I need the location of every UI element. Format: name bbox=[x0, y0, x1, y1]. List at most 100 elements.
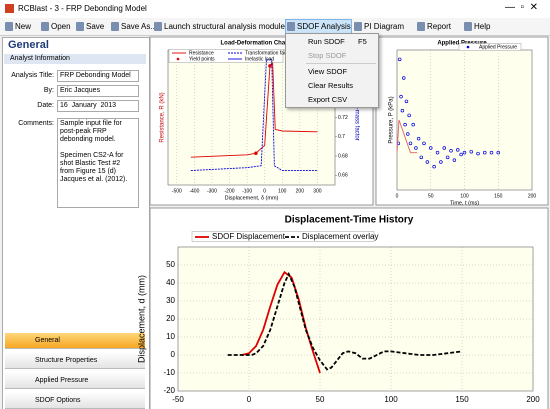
legend-box bbox=[458, 43, 522, 51]
chart-title: Displacement-Time History bbox=[285, 215, 414, 226]
section-title: Analyst Information bbox=[10, 55, 70, 62]
y-tick-label: 10 bbox=[166, 332, 175, 341]
data-point bbox=[439, 160, 443, 164]
data-point bbox=[399, 94, 403, 99]
x-tick-label: 300 bbox=[313, 188, 322, 194]
toolbar-menu-button[interactable]: SDOF Analysis bbox=[285, 19, 352, 34]
x-tick-label: -300 bbox=[207, 188, 217, 194]
legend-label: Transformation factors bbox=[245, 50, 295, 56]
data-line bbox=[397, 119, 418, 154]
data-point bbox=[403, 122, 407, 127]
data-point bbox=[459, 152, 463, 157]
panel-title: General bbox=[8, 39, 49, 51]
x-tick-label: 0 bbox=[263, 188, 266, 194]
legend-label: Displacement overlay bbox=[302, 232, 378, 241]
data-point bbox=[452, 158, 457, 162]
x-tick-label: 200 bbox=[528, 193, 537, 199]
data-point bbox=[416, 136, 421, 141]
x-axis-label: Time, t (ms) bbox=[450, 200, 479, 206]
legend-box bbox=[168, 49, 284, 63]
data-point bbox=[414, 146, 418, 150]
x-tick-label: 200 bbox=[526, 395, 540, 404]
field-label: Analysis Title: bbox=[11, 72, 54, 79]
nav-item[interactable]: Structure Properties bbox=[5, 353, 145, 369]
text-input[interactable]: FRP Debonding Model bbox=[57, 70, 139, 82]
data-point bbox=[445, 155, 450, 160]
menu-shortcut: F5 bbox=[358, 37, 367, 46]
data-point bbox=[483, 150, 487, 155]
y-axis-label: Displacement, d (mm) bbox=[136, 275, 146, 363]
toolbar-button[interactable]: Launch structural analysis module bbox=[153, 20, 285, 33]
nav-item-active[interactable]: General bbox=[5, 333, 145, 349]
data-point bbox=[408, 141, 413, 146]
data-point bbox=[397, 57, 402, 62]
chart-title: Load-Deformation Characteri bbox=[220, 41, 303, 47]
data-point bbox=[407, 113, 411, 118]
y2-tick-label: 0.68 bbox=[338, 153, 348, 159]
y2-tick-label: 0.7 bbox=[338, 134, 345, 140]
y-axis-label: Resistance, R (kN) bbox=[160, 92, 166, 142]
data-point bbox=[432, 164, 436, 169]
toolbar-button[interactable]: Open bbox=[40, 20, 71, 33]
legend-label: Applied Pressure bbox=[479, 44, 517, 50]
menu-item[interactable]: View SDOF bbox=[308, 67, 348, 76]
window-title: RCBlast - 3 - FRP Debonding Model bbox=[18, 4, 147, 13]
data-point bbox=[406, 132, 410, 136]
data-point bbox=[442, 146, 447, 150]
x-tick-label: 150 bbox=[494, 193, 503, 199]
toolbar-button[interactable]: Report bbox=[416, 20, 451, 33]
y-tick-label: 40 bbox=[166, 278, 175, 287]
y-tick-label: -20 bbox=[163, 386, 175, 395]
data-point bbox=[404, 99, 409, 104]
toolbar-button[interactable]: Save As... bbox=[110, 20, 157, 33]
app-icon bbox=[5, 4, 14, 13]
data-point bbox=[456, 148, 460, 152]
x-tick-label: 100 bbox=[278, 188, 287, 194]
legend-label: Inelastic load bbox=[245, 56, 274, 62]
data-point bbox=[429, 146, 433, 150]
data-point bbox=[400, 108, 405, 113]
menu-item[interactable]: Clear Results bbox=[308, 81, 354, 90]
x-tick-label: 0 bbox=[247, 395, 252, 404]
date-picker[interactable]: 16 January 2013 bbox=[57, 100, 139, 112]
window-controls[interactable]: — ▫ ✕ bbox=[505, 2, 539, 13]
toolbar-button[interactable]: New bbox=[4, 20, 31, 33]
x-tick-label: 150 bbox=[455, 395, 469, 404]
data-point bbox=[462, 150, 467, 155]
data-point bbox=[268, 64, 272, 68]
comments-box[interactable]: Sample input file for post-peak FRP debo… bbox=[57, 118, 139, 208]
y2-axis-label: Load-mass factor bbox=[353, 94, 359, 140]
menu-item[interactable]: Run SDOF bbox=[308, 37, 345, 46]
x-tick-label: -500 bbox=[172, 188, 182, 194]
x-tick-label: -400 bbox=[189, 188, 199, 194]
x-tick-label: -50 bbox=[172, 395, 184, 404]
data-point bbox=[496, 150, 501, 155]
dropdown-menu: Run SDOF F5 Stop SDOF View SDOF Clear Re… bbox=[285, 33, 379, 108]
y-tick-label: 30 bbox=[166, 296, 175, 305]
x-tick-label: 200 bbox=[296, 188, 305, 194]
y-axis-label: Pressure, P (kPa) bbox=[389, 96, 395, 143]
field-label: Comments: bbox=[18, 120, 54, 127]
text-input[interactable]: Eric Jacques bbox=[57, 85, 139, 97]
field-label: Date: bbox=[37, 102, 54, 109]
y-tick-label: 50 bbox=[166, 260, 175, 269]
toolbar-button[interactable]: Save bbox=[75, 20, 104, 33]
data-point bbox=[469, 149, 474, 154]
data-line bbox=[190, 59, 318, 171]
menu-item[interactable]: Export CSV bbox=[308, 95, 348, 104]
toolbar-button[interactable]: Help bbox=[463, 20, 490, 33]
y-tick-label: -10 bbox=[163, 368, 175, 377]
data-point bbox=[422, 141, 426, 146]
title-bar: RCBlast - 3 - FRP Debonding Model — ▫ ✕ bbox=[0, 0, 550, 18]
nav-item[interactable]: Applied Pressure bbox=[5, 373, 145, 389]
data-point bbox=[476, 151, 480, 156]
menu-item-disabled: Stop SDOF bbox=[308, 51, 347, 60]
toolbar-button[interactable]: PI Diagram bbox=[353, 20, 404, 33]
data-point bbox=[419, 155, 424, 160]
y-tick-label: 20 bbox=[166, 314, 175, 323]
section-bar bbox=[4, 54, 146, 64]
y2-tick-label: 0.72 bbox=[338, 115, 348, 121]
data-point bbox=[402, 76, 406, 80]
menu-separator bbox=[306, 63, 376, 64]
